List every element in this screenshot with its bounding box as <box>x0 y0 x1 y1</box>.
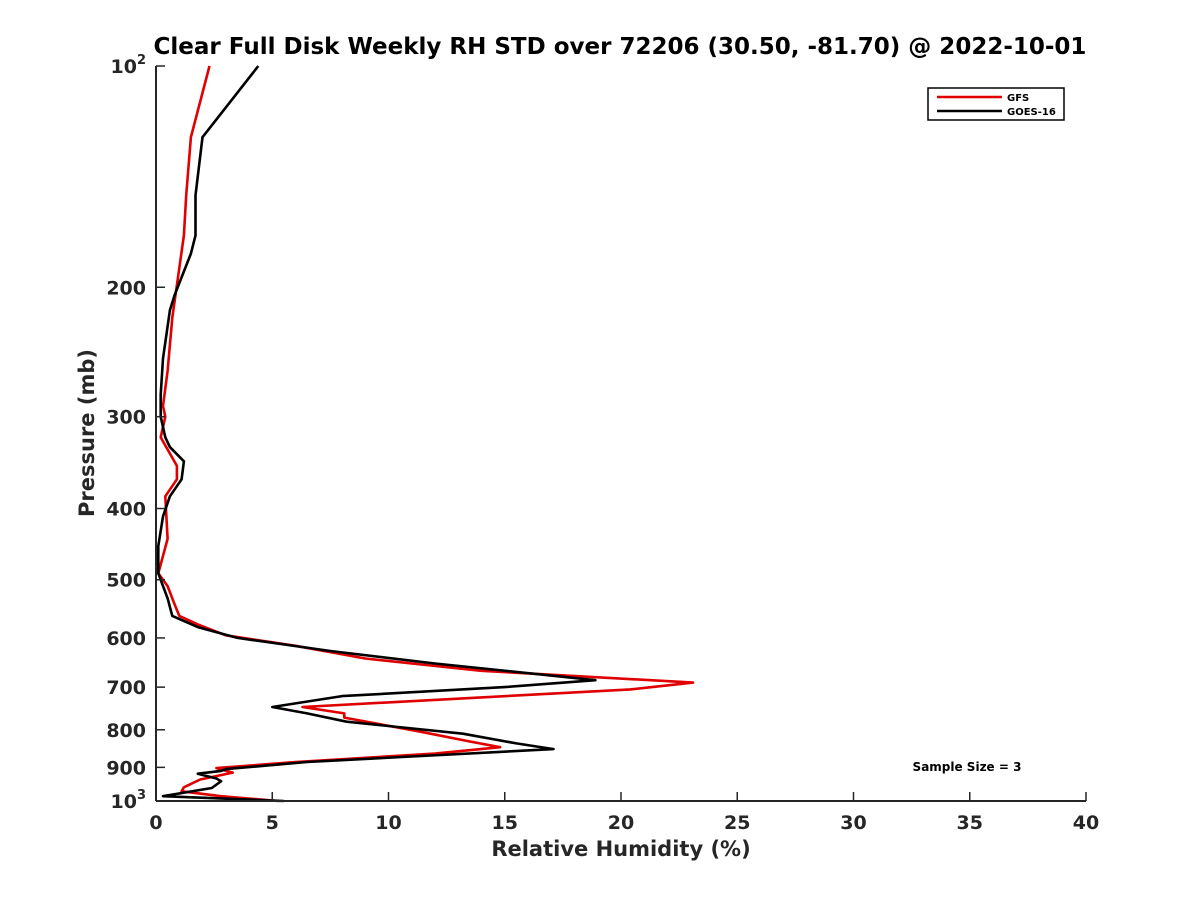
sample-size-annotation: Sample Size = 3 <box>913 760 1022 774</box>
y-axis-label: Pressure (mb) <box>75 349 99 517</box>
series-group <box>157 65 695 803</box>
x-tick-label: 25 <box>724 812 750 834</box>
y-tick-label: 300 <box>106 407 146 429</box>
chart-title: Clear Full Disk Weekly RH STD over 72206… <box>154 34 1087 60</box>
series-line-goes16 <box>157 65 597 803</box>
x-tick-label: 15 <box>492 812 518 834</box>
y-tick-label: 900 <box>106 757 146 779</box>
y-ticks: 102 200 300 400 500 600 700 800 900 103 <box>106 53 165 813</box>
x-tick-label: 5 <box>266 812 279 834</box>
x-tick-label: 20 <box>608 812 634 834</box>
x-tick-label: 10 <box>375 812 401 834</box>
legend-label-goes16: GOES-16 <box>1007 107 1056 118</box>
legend-box <box>927 87 1065 121</box>
x-tick-label: 35 <box>957 812 983 834</box>
x-tick-label: 40 <box>1073 812 1099 834</box>
y-tick-label: 600 <box>106 628 146 650</box>
y-tick-label: 103 <box>111 788 147 813</box>
x-ticks: 0 5 10 15 20 25 30 35 40 <box>149 792 1099 834</box>
y-tick-label: 800 <box>106 720 146 742</box>
x-tick-label: 0 <box>149 812 162 834</box>
legend-label-gfs: GFS <box>1007 93 1029 104</box>
y-tick-label: 400 <box>106 499 146 521</box>
y-tick-label: 102 <box>111 53 147 78</box>
x-tick-label: 30 <box>840 812 866 834</box>
y-tick-label: 500 <box>106 570 146 592</box>
y-tick-label: 200 <box>106 277 146 299</box>
legend: GFS GOES-16 <box>927 87 1065 121</box>
y-tick-label: 700 <box>106 677 146 699</box>
x-axis-label: Relative Humidity (%) <box>491 837 750 861</box>
